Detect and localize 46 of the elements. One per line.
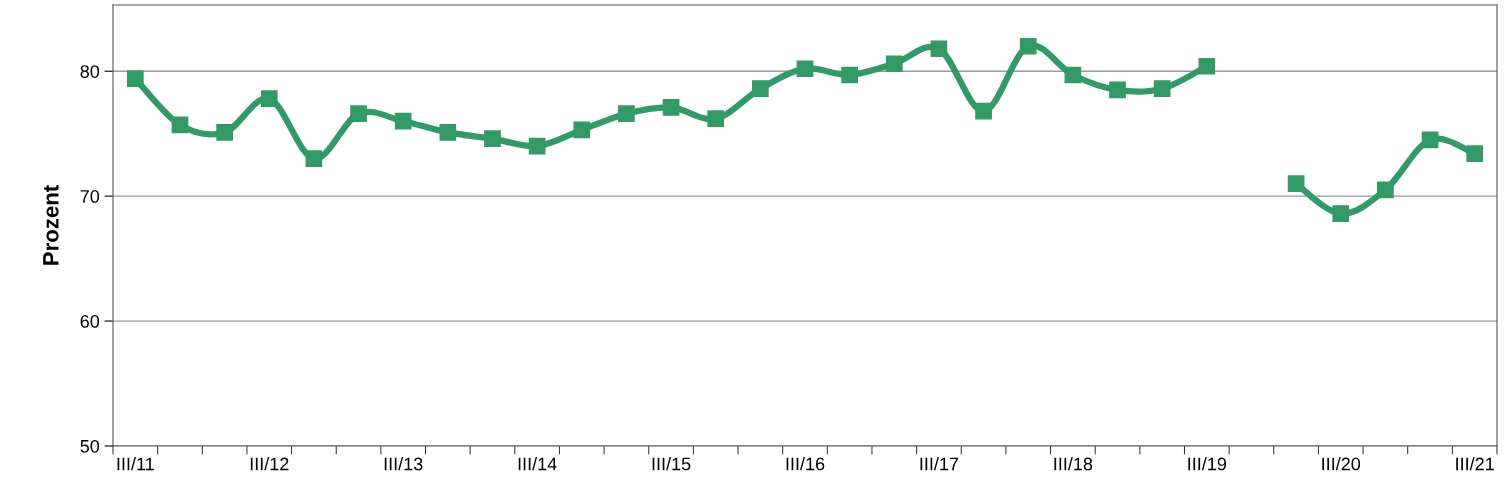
x-tick-label: III/17	[920, 457, 959, 471]
point	[1421, 131, 1439, 149]
point	[350, 105, 367, 123]
point	[975, 102, 992, 120]
y-tick-label: 60	[80, 315, 100, 328]
x-tick-label: III/13	[384, 457, 423, 471]
x-tick-label: III/19	[1188, 457, 1227, 471]
point	[126, 70, 144, 88]
point	[1198, 57, 1216, 75]
x-tick-label: III/15	[652, 457, 691, 471]
x-tick-label: III/18	[1054, 457, 1093, 471]
point	[707, 110, 725, 128]
y-axis-title: Prozent	[43, 185, 59, 265]
point	[216, 124, 233, 141]
x-tick-label: III/11	[117, 457, 154, 471]
point	[930, 40, 948, 58]
point	[171, 116, 189, 134]
point	[618, 105, 635, 123]
x-tick-label: III/12	[250, 457, 289, 471]
x-tick-label: III/21	[1456, 457, 1494, 471]
point	[573, 121, 591, 139]
point	[1153, 80, 1171, 98]
x-tick-label: III/20	[1322, 457, 1361, 471]
point	[885, 55, 903, 73]
point	[841, 66, 858, 84]
point	[1332, 205, 1350, 222]
point	[1019, 37, 1037, 55]
point	[1466, 145, 1484, 162]
x-tick-label: III/16	[786, 457, 825, 471]
y-tick-label: 80	[80, 65, 100, 78]
point	[1377, 181, 1394, 199]
point	[752, 80, 769, 98]
point	[484, 130, 501, 148]
point	[260, 90, 278, 108]
point	[439, 124, 457, 141]
point	[662, 99, 680, 116]
y-tick-label: 50	[80, 439, 100, 453]
point	[394, 112, 412, 130]
point	[305, 150, 323, 167]
point	[796, 60, 814, 78]
point	[1287, 175, 1305, 192]
point	[1109, 81, 1126, 99]
point	[528, 137, 546, 155]
y-tick-label: 70	[80, 190, 100, 203]
point	[1064, 66, 1082, 84]
x-tick-label: III/14	[518, 457, 557, 471]
